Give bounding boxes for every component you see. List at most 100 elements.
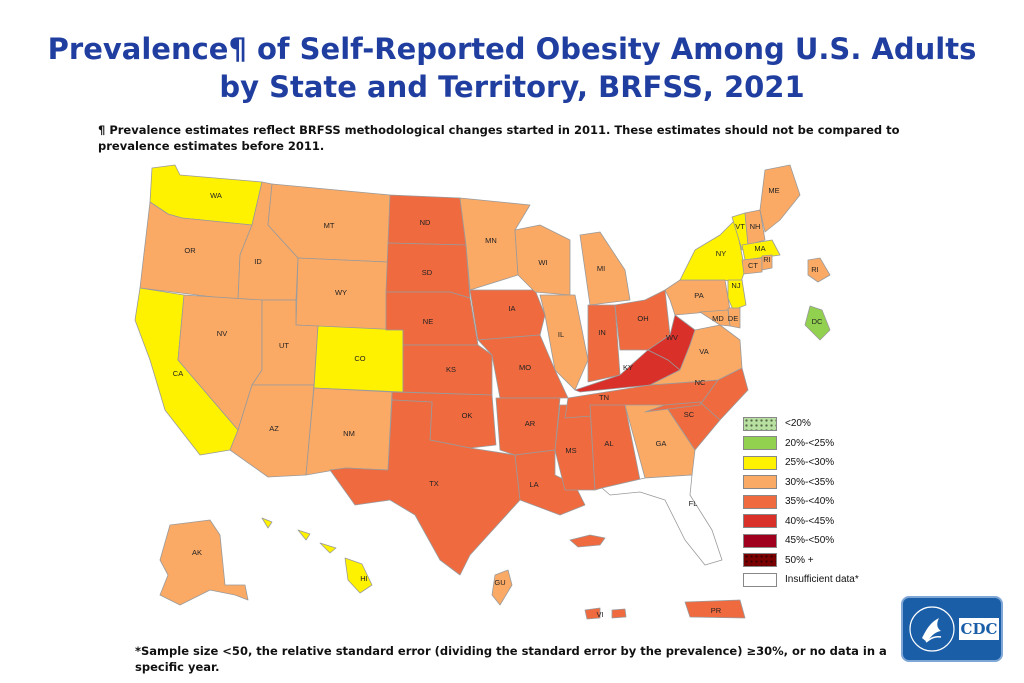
page-title: Prevalence¶ of Self-Reported Obesity Amo… <box>0 30 1024 106</box>
label-NE: NE <box>423 317 433 326</box>
legend-label: Insufficient data* <box>785 574 859 586</box>
label-WV: WV <box>666 333 678 342</box>
state-labels: WA OR CA ID NV MT WY UT AZ CO NM ND SD N… <box>173 186 823 619</box>
label-AL: AL <box>604 439 613 448</box>
label-NV: NV <box>217 329 227 338</box>
legend-label: 45%-<50% <box>785 535 835 547</box>
legend-swatch <box>743 514 777 529</box>
label-AZ: AZ <box>269 424 279 433</box>
state-NC <box>644 367 749 421</box>
legend-label: 40%-<45% <box>785 515 835 527</box>
label-NC: NC <box>695 378 706 387</box>
legend-item: 30%-<35% <box>743 473 883 493</box>
label-SC: SC <box>684 410 695 419</box>
cdc-logo-text: CDC <box>959 618 999 640</box>
legend-item: 50% + <box>743 551 883 571</box>
label-VT: VT <box>735 222 745 231</box>
label-IN: IN <box>598 328 606 337</box>
state-CT <box>741 257 763 275</box>
label-RI-2: RI <box>811 265 819 274</box>
label-SD: SD <box>422 268 433 277</box>
hhs-eagle-icon <box>909 606 955 652</box>
label-RI: RI <box>763 255 771 264</box>
state-PR <box>684 599 746 619</box>
label-WI: WI <box>538 258 547 267</box>
label-MA: MA <box>754 244 765 253</box>
legend-item: 25%-<30% <box>743 453 883 473</box>
legend-swatch <box>743 553 777 568</box>
state-AK <box>159 519 249 606</box>
label-ND: ND <box>420 218 431 227</box>
state-HI <box>261 517 373 594</box>
legend-item: 45%-<50% <box>743 531 883 551</box>
label-HI: HI <box>360 574 368 583</box>
label-MT: MT <box>324 221 335 230</box>
label-WY: WY <box>335 288 347 297</box>
state-NY <box>679 219 746 286</box>
label-MO: MO <box>519 363 531 372</box>
state-TX <box>329 399 521 576</box>
label-IA: IA <box>508 304 515 313</box>
legend-swatch <box>743 572 777 587</box>
methodology-footnote: ¶ Prevalence estimates reflect BRFSS met… <box>98 123 900 153</box>
state-VA <box>649 324 743 386</box>
label-AK: AK <box>192 548 202 557</box>
label-IL: IL <box>558 330 564 339</box>
label-NH: NH <box>750 222 761 231</box>
label-VI: VI <box>596 610 603 619</box>
label-VA: VA <box>699 347 708 356</box>
label-KS: KS <box>446 365 456 374</box>
insufficient-data-note: *Sample size <50, the relative standard … <box>135 644 887 674</box>
legend-swatch <box>743 436 777 451</box>
label-OR: OR <box>184 246 196 255</box>
state-RI <box>761 254 773 271</box>
label-CO: CO <box>354 354 365 363</box>
state-FL <box>601 474 723 566</box>
label-NM: NM <box>343 429 355 438</box>
label-MD: MD <box>712 314 724 323</box>
state-GA <box>624 404 696 479</box>
legend-swatch <box>743 494 777 509</box>
label-ID: ID <box>254 257 262 266</box>
label-DE: DE <box>728 314 738 323</box>
legend-swatch <box>743 455 777 470</box>
legend-label: 50% + <box>785 554 814 566</box>
label-MN: MN <box>485 236 497 245</box>
state-NJ <box>727 279 747 311</box>
label-AR: AR <box>525 419 536 428</box>
legend-swatch <box>743 475 777 490</box>
state-DC <box>804 305 831 341</box>
label-DC: DC <box>812 317 823 326</box>
label-MI: MI <box>597 264 605 273</box>
state-IA <box>469 289 546 341</box>
state-ME <box>759 164 801 233</box>
label-TN: TN <box>599 393 609 402</box>
legend-item: <20% <box>743 414 883 434</box>
legend-swatch <box>743 416 777 431</box>
label-TX: TX <box>429 479 439 488</box>
state-MD <box>699 309 731 327</box>
state-KS <box>402 344 493 396</box>
label-NJ: NJ <box>731 281 740 290</box>
title-line-2: by State and Territory, BRFSS, 2021 <box>219 70 805 104</box>
cdc-logo: CDC <box>901 596 1003 662</box>
label-OH: OH <box>637 314 648 323</box>
state-LA <box>514 449 586 516</box>
label-KY: KY <box>623 363 633 372</box>
legend-item: 40%-<45% <box>743 512 883 532</box>
label-CT: CT <box>748 261 758 270</box>
label-ME: ME <box>768 186 779 195</box>
label-OK: OK <box>462 411 473 420</box>
label-GA: GA <box>656 439 667 448</box>
label-PR: PR <box>711 606 722 615</box>
legend-label: 25%-<30% <box>785 457 835 469</box>
legend-item: 35%-<40% <box>743 492 883 512</box>
state-GU <box>491 569 513 606</box>
label-PA: PA <box>694 291 703 300</box>
label-UT: UT <box>279 341 289 350</box>
legend-item: Insufficient data* <box>743 570 883 590</box>
label-CA: CA <box>173 369 183 378</box>
legend-label: 30%-<35% <box>785 476 835 488</box>
label-NY: NY <box>716 249 726 258</box>
